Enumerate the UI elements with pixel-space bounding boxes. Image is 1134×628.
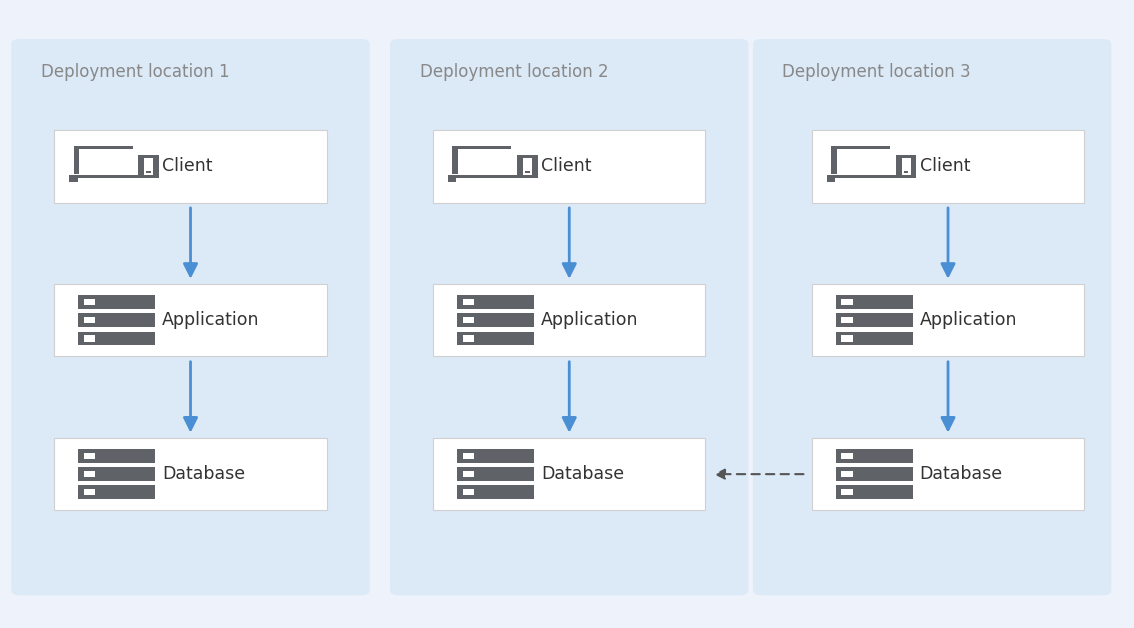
Bar <box>78 295 155 309</box>
FancyBboxPatch shape <box>11 39 370 595</box>
Bar <box>448 175 518 178</box>
FancyBboxPatch shape <box>54 438 327 510</box>
Bar <box>84 335 95 342</box>
Bar <box>457 467 534 481</box>
Bar <box>836 295 913 309</box>
Bar <box>831 146 890 149</box>
Bar <box>841 299 853 305</box>
Bar <box>457 485 534 499</box>
Bar <box>457 332 534 345</box>
Text: Database: Database <box>920 465 1002 483</box>
Bar <box>452 146 458 174</box>
Bar <box>523 158 532 175</box>
Bar <box>841 471 853 477</box>
Bar <box>463 299 474 305</box>
FancyBboxPatch shape <box>54 284 327 356</box>
Bar <box>827 175 897 178</box>
Bar <box>84 299 95 305</box>
Bar <box>902 158 911 175</box>
FancyBboxPatch shape <box>433 131 705 202</box>
Text: Deployment location 3: Deployment location 3 <box>782 63 971 81</box>
Bar <box>463 335 474 342</box>
Bar <box>463 453 474 459</box>
Bar <box>457 295 534 309</box>
Bar <box>841 335 853 342</box>
Bar <box>138 155 159 178</box>
Bar <box>831 146 837 174</box>
Bar <box>463 489 474 495</box>
Text: Database: Database <box>541 465 624 483</box>
FancyBboxPatch shape <box>812 438 1084 510</box>
Bar <box>144 158 153 175</box>
Bar <box>463 471 474 477</box>
Bar <box>84 471 95 477</box>
Bar <box>78 313 155 327</box>
FancyBboxPatch shape <box>54 131 327 202</box>
Text: Application: Application <box>162 311 260 329</box>
Bar <box>841 317 853 323</box>
FancyBboxPatch shape <box>433 438 705 510</box>
Text: Application: Application <box>541 311 638 329</box>
FancyBboxPatch shape <box>812 284 1084 356</box>
Bar <box>74 146 133 149</box>
Bar <box>78 332 155 345</box>
FancyBboxPatch shape <box>753 39 1111 595</box>
Bar <box>904 171 908 173</box>
FancyBboxPatch shape <box>812 131 1084 202</box>
Bar <box>146 171 151 173</box>
Bar <box>841 489 853 495</box>
Bar <box>457 313 534 327</box>
Text: Client: Client <box>920 158 971 175</box>
Text: Database: Database <box>162 465 245 483</box>
Bar <box>525 171 530 173</box>
Bar <box>69 178 77 182</box>
Bar <box>827 178 835 182</box>
Bar <box>836 485 913 499</box>
Bar <box>448 178 456 182</box>
FancyBboxPatch shape <box>390 39 748 595</box>
Bar <box>84 317 95 323</box>
Bar <box>78 449 155 463</box>
Text: Deployment location 2: Deployment location 2 <box>420 63 608 81</box>
Bar <box>84 489 95 495</box>
Bar <box>841 453 853 459</box>
Bar <box>78 485 155 499</box>
Bar <box>463 317 474 323</box>
Bar <box>457 449 534 463</box>
Bar <box>69 175 139 178</box>
Bar <box>836 313 913 327</box>
Bar <box>517 155 538 178</box>
Bar <box>74 146 79 174</box>
Bar <box>836 449 913 463</box>
Bar <box>836 332 913 345</box>
FancyBboxPatch shape <box>433 284 705 356</box>
Bar <box>84 453 95 459</box>
Text: Client: Client <box>162 158 213 175</box>
Text: Client: Client <box>541 158 592 175</box>
Bar <box>78 467 155 481</box>
Bar <box>836 467 913 481</box>
Text: Deployment location 1: Deployment location 1 <box>41 63 229 81</box>
Text: Application: Application <box>920 311 1017 329</box>
Bar <box>896 155 916 178</box>
Bar <box>452 146 511 149</box>
